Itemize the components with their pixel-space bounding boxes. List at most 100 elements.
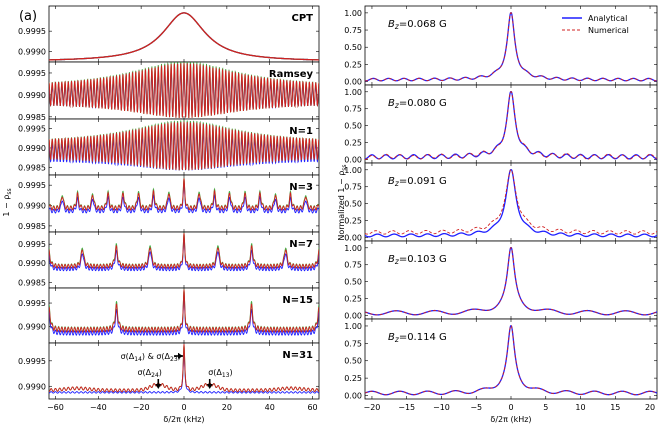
series-numerical — [365, 169, 657, 235]
y-tick-label: 1.00 — [344, 244, 362, 253]
x-tick-label: −5 — [470, 403, 482, 412]
y-tick-label: 0.9990 — [18, 144, 46, 153]
axes-frame — [364, 5, 658, 86]
series-numerical — [365, 325, 657, 396]
subplot-a-6: 0.9990 0.9995 N=15 — [18, 287, 320, 344]
subplot-b-3: 0.00 0.25 0.50 0.75 1.00 Bz=0.091 G — [344, 162, 658, 243]
x-tick-label: 20 — [222, 403, 232, 412]
y-tick-label: 0.75 — [344, 26, 362, 35]
x-axis-label: δ/2π (kHz) — [163, 415, 204, 424]
x-tick-label: −10 — [433, 403, 450, 412]
y-tick-label: 0.75 — [344, 261, 362, 270]
legend: Analytical Numerical — [562, 14, 629, 35]
field-label: Bz=0.080 G — [388, 98, 447, 110]
x-axis-label: δ/2π (kHz) — [490, 415, 531, 424]
arrow-head-left — [155, 384, 162, 389]
x-tick-label: 20 — [645, 403, 655, 412]
y-tick-label: 0.25 — [344, 374, 362, 383]
subplot-a-1: 0.9990 0.9995 CPT — [18, 5, 320, 63]
y-tick-label: 0.9985 — [18, 113, 46, 122]
y-tick-label: 0.9990 — [18, 202, 46, 211]
y-tick-label: 0.9990 — [18, 382, 46, 391]
panel-a-label: (a) — [19, 9, 37, 24]
y-tick-label: 0.50 — [344, 122, 362, 131]
y-tick-label: 0.9995 — [18, 125, 46, 134]
axes-frame — [48, 5, 320, 63]
legend-label-analytical: Analytical — [588, 14, 627, 23]
x-tick-label: 15 — [610, 403, 620, 412]
y-tick-label: 0.9995 — [18, 299, 46, 308]
series-green — [49, 120, 319, 171]
y-tick-label: 0.9995 — [18, 181, 46, 190]
subplot-label: N=1 — [289, 126, 313, 137]
subplot-a-7: 0.9990 0.9995 N=31 — [18, 342, 320, 400]
y-tick-label: 0.25 — [344, 139, 362, 148]
field-label: Bz=0.068 G — [388, 19, 447, 31]
series-red — [49, 178, 319, 211]
series-red — [49, 289, 319, 333]
subplot-b-1: 0.00 0.25 0.50 0.75 1.00 Bz=0.068 G — [344, 5, 658, 87]
series-numerical — [365, 12, 657, 82]
subplot-label: N=31 — [282, 350, 313, 361]
x-tick-label: 60 — [307, 403, 317, 412]
y-tick-label: 0.25 — [344, 295, 362, 304]
y-tick-label: 0.9990 — [18, 259, 46, 268]
series-numerical — [365, 247, 657, 316]
y-axis-label: Normalized 1 − ρss — [337, 164, 348, 240]
annotations: σ(Δ14) & σ(Δ23)σ(Δ24)σ(Δ13) — [121, 352, 233, 389]
y-tick-label: 0.9985 — [18, 222, 46, 231]
y-tick-label: 0.50 — [344, 43, 362, 52]
series-analytical — [365, 169, 657, 238]
series-red — [49, 12, 319, 61]
y-tick-label: 0.00 — [344, 234, 362, 243]
axes-frame — [364, 318, 658, 400]
series-red — [49, 232, 319, 269]
y-tick-label: 0.25 — [344, 217, 362, 226]
y-tick-label: 0.25 — [344, 60, 362, 69]
y-tick-label: 0.9995 — [18, 357, 46, 366]
y-tick-label: 0.50 — [344, 278, 362, 287]
x-tick-label: −15 — [398, 403, 415, 412]
arrow-head-center — [178, 353, 183, 359]
x-tick-label: −60 — [47, 403, 64, 412]
x-tick-label: −20 — [133, 403, 150, 412]
subplot-a-3: 0.9985 0.9990 0.9995 N=1 — [18, 118, 320, 176]
y-tick-label: 1.00 — [344, 166, 362, 175]
y-tick-label: 1.00 — [344, 322, 362, 331]
series-green — [49, 62, 319, 119]
y-tick-label: 0.9990 — [18, 91, 46, 100]
y-tick-label: 1.00 — [344, 88, 362, 97]
subplot-a-2: 0.9985 0.9990 0.9995 Ramsey — [18, 61, 320, 122]
subplot-a-4: 0.9985 0.9990 0.9995 N=3 — [18, 174, 320, 233]
y-tick-label: 0.50 — [344, 357, 362, 366]
y-tick-label: 0.75 — [344, 105, 362, 114]
y-tick-label: 0.9995 — [18, 27, 46, 36]
y-tick-label: 0.00 — [344, 78, 362, 87]
x-tick-label: 40 — [265, 403, 275, 412]
subplot-label: N=3 — [289, 182, 313, 193]
axes-frame — [364, 240, 658, 320]
series-red — [49, 121, 319, 171]
y-tick-label: 0.75 — [344, 183, 362, 192]
series-red — [49, 343, 319, 393]
subplot-label: N=15 — [282, 295, 313, 306]
legend-label-numerical: Numerical — [588, 26, 629, 35]
subplot-b-5: 0.00 0.25 0.50 0.75 1.00 Bz=0.114 G — [344, 318, 658, 401]
panel-a: (a) 0.9990 0.9995 CPT 0.9985 0.9990 0.9995 Rams… — [2, 5, 320, 424]
y-tick-label: 0.9985 — [18, 278, 46, 287]
x-tick-label: −40 — [90, 403, 107, 412]
series-numerical — [365, 91, 657, 160]
annotation-left: σ(Δ24) — [137, 368, 161, 379]
subplot-b-4: 0.00 0.25 0.50 0.75 1.00 Bz=0.103 G — [344, 240, 658, 321]
subplot-a-5: 0.9985 0.9990 0.9995 N=7 — [18, 231, 320, 289]
y-tick-label: 0.9995 — [18, 240, 46, 249]
x-tick-label: 5 — [543, 403, 548, 412]
field-label: Bz=0.103 G — [388, 254, 447, 266]
y-tick-label: 0.9985 — [18, 163, 46, 172]
subplot-label: Ramsey — [269, 69, 314, 80]
y-tick-label: 0.00 — [344, 156, 362, 165]
y-tick-label: 0.9995 — [18, 69, 46, 78]
subplot-b-2: 0.00 0.25 0.50 0.75 1.00 Bz=0.080 G — [344, 84, 658, 165]
axes-frame — [364, 162, 658, 242]
y-axis-label: 1 − ρss — [2, 188, 13, 216]
